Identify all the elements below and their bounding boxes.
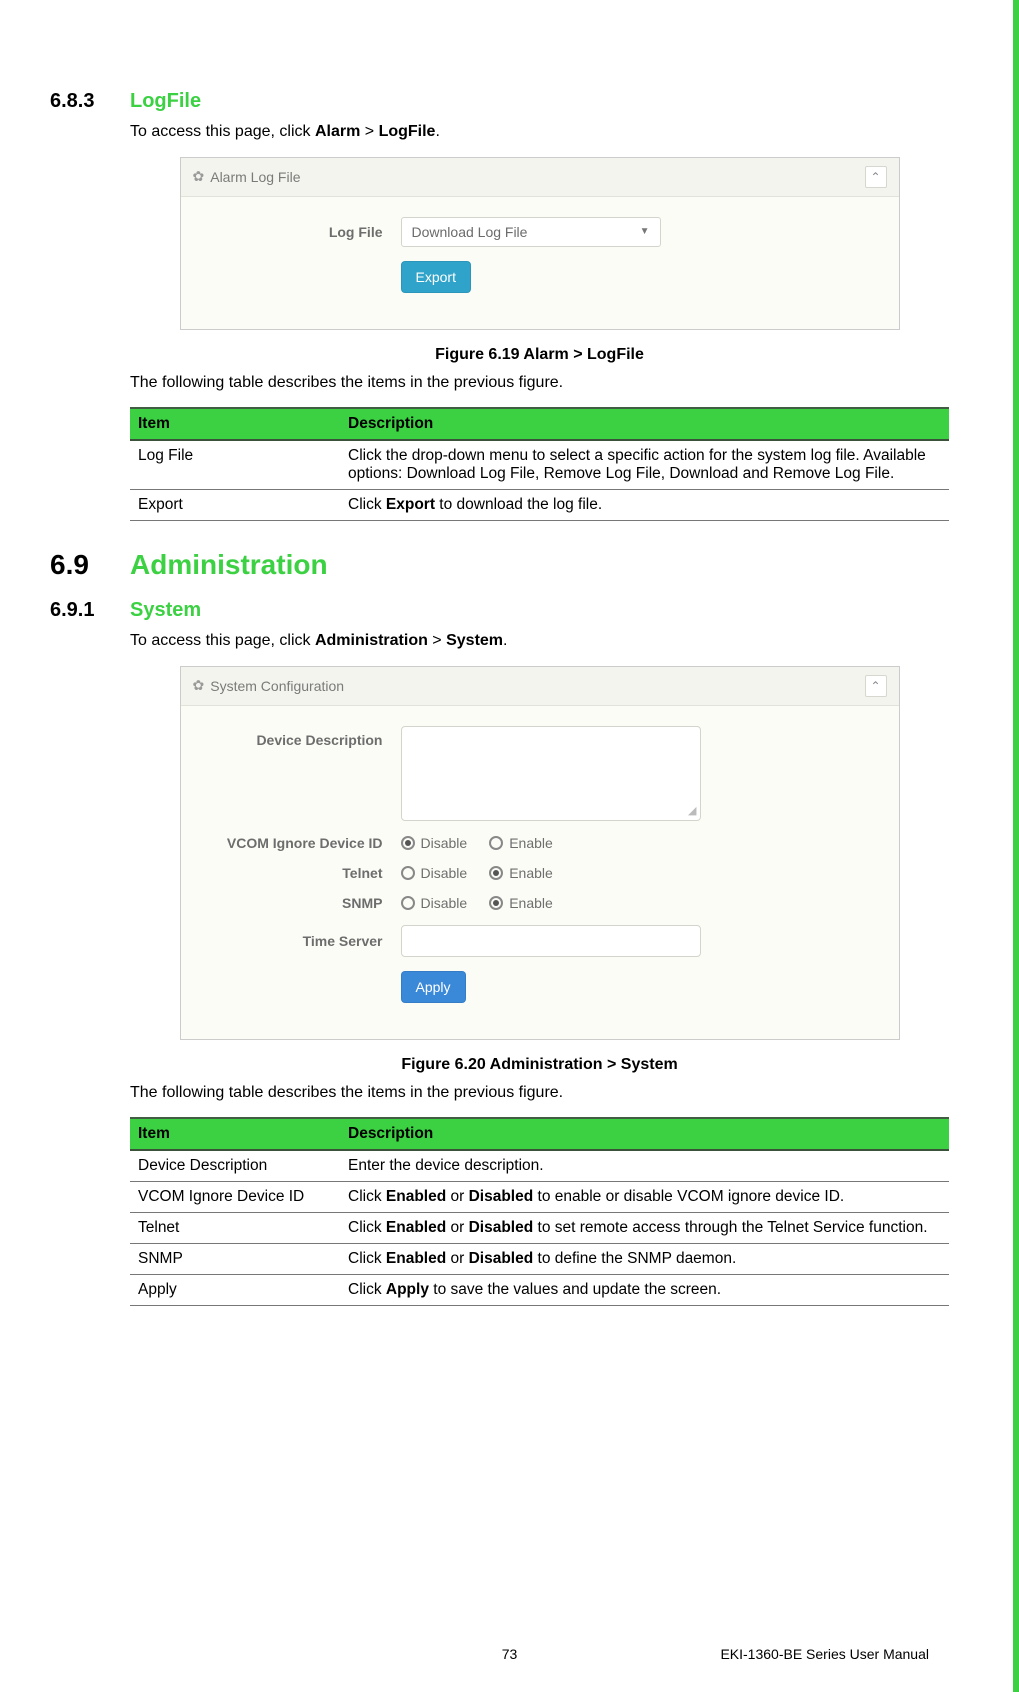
table-6-19: Item Description Log File Click the drop… [130, 407, 949, 521]
page-footer: 73 EKI-1360-BE Series User Manual [0, 1646, 1019, 1662]
telnet-enable-radio[interactable]: Enable [489, 865, 553, 881]
chevron-up-icon: ⌃ [870, 170, 880, 184]
page: 6.8.3 LogFile To access this page, click… [0, 0, 1019, 1692]
table-header-row: Item Description [130, 408, 949, 440]
path-part: Alarm [315, 123, 360, 140]
section-title: LogFile [130, 90, 201, 113]
section-number: 6.9.1 [50, 599, 130, 622]
table-header-row: Item Description [130, 1118, 949, 1150]
dot: . [435, 123, 439, 140]
panel-header: ✿ Alarm Log File ⌃ [181, 158, 899, 197]
radio-icon [401, 836, 415, 850]
section-number: 6.8.3 [50, 90, 130, 113]
path-part: LogFile [379, 123, 436, 140]
device-description-input[interactable]: ◢ [401, 726, 701, 821]
table-row: Export Click Export to download the log … [130, 490, 949, 521]
vcom-label: VCOM Ignore Device ID [201, 835, 401, 851]
td-desc: Click Enabled or Disabled to define the … [340, 1244, 949, 1275]
table-row: Telnet Click Enabled or Disabled to set … [130, 1213, 949, 1244]
radio-icon [489, 836, 503, 850]
select-value: Download Log File [412, 224, 528, 240]
vcom-enable-radio[interactable]: Enable [489, 835, 553, 851]
radio-icon [489, 866, 503, 880]
td-item: Log File [130, 440, 340, 490]
table-row: Log File Click the drop-down menu to sel… [130, 440, 949, 490]
td-item: Telnet [130, 1213, 340, 1244]
td-item: SNMP [130, 1244, 340, 1275]
td-desc: Click Enabled or Disabled to set remote … [340, 1213, 949, 1244]
manual-name: EKI-1360-BE Series User Manual [720, 1646, 929, 1662]
vcom-disable-radio[interactable]: Disable [401, 835, 468, 851]
section-title: Administration [130, 549, 328, 581]
th-item: Item [130, 1118, 340, 1150]
section-title: System [130, 599, 201, 622]
th-item: Item [130, 408, 340, 440]
collapse-button[interactable]: ⌃ [865, 675, 887, 697]
chevron-down-icon: ▼ [640, 226, 650, 237]
table-row: Device Description Enter the device desc… [130, 1150, 949, 1182]
section-6-9-header: 6.9 Administration [50, 549, 949, 581]
gear-icon: ✿ [193, 677, 205, 694]
td-item: Apply [130, 1275, 340, 1306]
time-server-label: Time Server [201, 933, 401, 949]
table-row: Apply Click Apply to save the values and… [130, 1275, 949, 1306]
path-sep: > [360, 123, 378, 140]
section-6-9-1-header: 6.9.1 System [50, 599, 949, 622]
panel-title: System Configuration [210, 678, 344, 694]
th-desc: Description [340, 1118, 949, 1150]
access-instruction: To access this page, click Administratio… [130, 630, 949, 652]
table-6-20: Item Description Device Description Ente… [130, 1117, 949, 1306]
gear-icon: ✿ [193, 168, 205, 185]
chevron-up-icon: ⌃ [870, 679, 880, 693]
snmp-label: SNMP [201, 895, 401, 911]
resize-handle-icon: ◢ [688, 804, 696, 817]
td-item: Export [130, 490, 340, 521]
figure-caption: Figure 6.20 Administration > System [130, 1056, 949, 1074]
td-item: VCOM Ignore Device ID [130, 1182, 340, 1213]
th-desc: Description [340, 408, 949, 440]
collapse-button[interactable]: ⌃ [865, 166, 887, 188]
panel-header: ✿ System Configuration ⌃ [181, 667, 899, 706]
td-item: Device Description [130, 1150, 340, 1182]
figure-6-20-screenshot: ✿ System Configuration ⌃ Device Descript… [180, 666, 900, 1040]
radio-icon [489, 896, 503, 910]
td-desc: Click Apply to save the values and updat… [340, 1275, 949, 1306]
access-pre: To access this page, click [130, 123, 315, 140]
td-desc: Click Export to download the log file. [340, 490, 949, 521]
page-number: 73 [450, 1646, 570, 1662]
td-desc: Click the drop-down menu to select a spe… [340, 440, 949, 490]
section-number: 6.9 [50, 549, 130, 581]
radio-icon [401, 896, 415, 910]
time-server-input[interactable] [401, 925, 701, 957]
section-6-8-3-header: 6.8.3 LogFile [50, 90, 949, 113]
panel-title: Alarm Log File [210, 169, 300, 185]
apply-button[interactable]: Apply [401, 971, 466, 1003]
radio-icon [401, 866, 415, 880]
figure-caption: Figure 6.19 Alarm > LogFile [130, 346, 949, 364]
device-description-label: Device Description [201, 726, 401, 748]
td-desc: Click Enabled or Disabled to enable or d… [340, 1182, 949, 1213]
figure-6-19-screenshot: ✿ Alarm Log File ⌃ Log File Download Log… [180, 157, 900, 330]
table-intro: The following table describes the items … [130, 1082, 949, 1104]
table-row: VCOM Ignore Device ID Click Enabled or D… [130, 1182, 949, 1213]
table-row: SNMP Click Enabled or Disabled to define… [130, 1244, 949, 1275]
telnet-label: Telnet [201, 865, 401, 881]
snmp-disable-radio[interactable]: Disable [401, 895, 468, 911]
telnet-disable-radio[interactable]: Disable [401, 865, 468, 881]
logfile-label: Log File [201, 224, 401, 240]
snmp-enable-radio[interactable]: Enable [489, 895, 553, 911]
td-desc: Enter the device description. [340, 1150, 949, 1182]
logfile-select[interactable]: Download Log File ▼ [401, 217, 661, 247]
side-accent-bar [1013, 0, 1019, 1692]
table-intro: The following table describes the items … [130, 372, 949, 394]
export-button[interactable]: Export [401, 261, 471, 293]
access-instruction: To access this page, click Alarm > LogFi… [130, 121, 949, 143]
